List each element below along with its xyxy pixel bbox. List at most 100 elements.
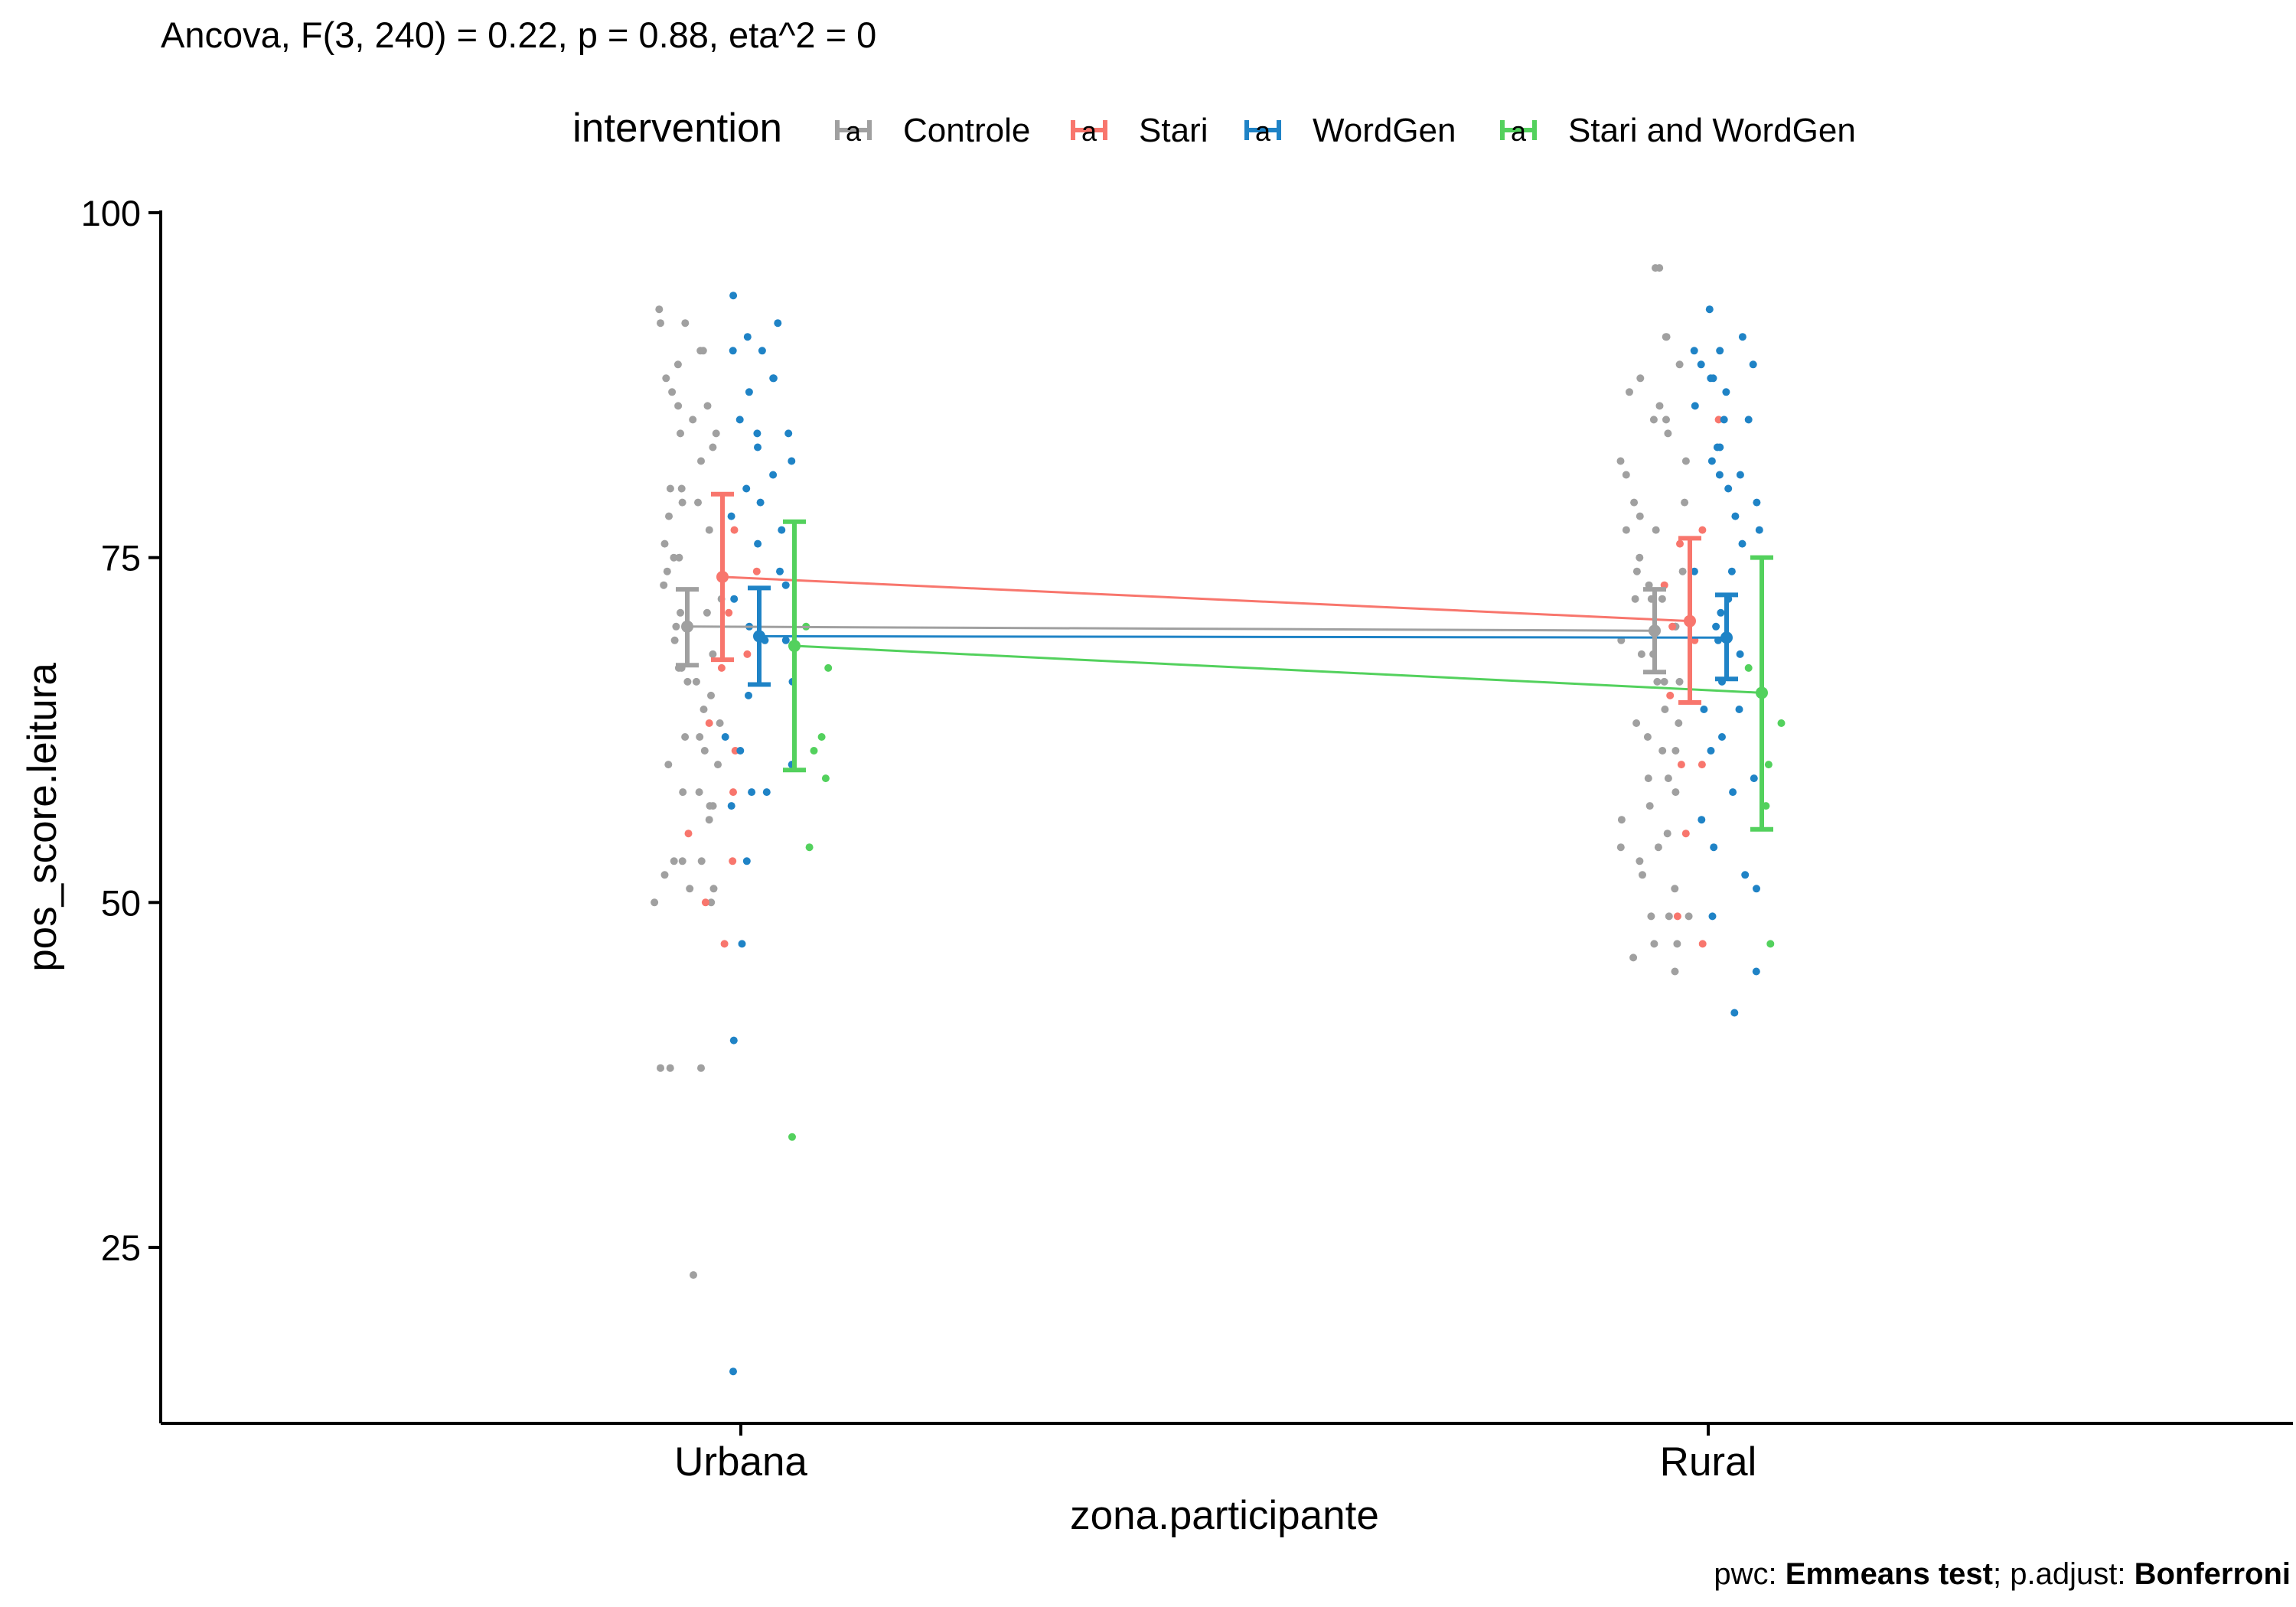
data-point bbox=[662, 374, 670, 383]
data-point bbox=[692, 677, 700, 686]
data-point bbox=[666, 1064, 674, 1072]
data-point bbox=[805, 843, 814, 852]
data-point bbox=[781, 636, 790, 644]
data-point bbox=[677, 484, 686, 493]
data-point bbox=[748, 788, 756, 797]
data-point bbox=[824, 663, 833, 672]
data-point bbox=[657, 1064, 664, 1072]
data-point bbox=[1671, 967, 1679, 976]
data-point bbox=[1675, 719, 1683, 727]
data-point bbox=[717, 663, 726, 672]
data-point bbox=[707, 898, 716, 907]
data-point bbox=[1681, 457, 1690, 465]
data-point bbox=[1690, 567, 1698, 575]
data-point bbox=[736, 747, 745, 755]
data-point bbox=[1744, 416, 1753, 424]
data-point bbox=[735, 416, 744, 424]
mean-point bbox=[1649, 624, 1661, 637]
data-point bbox=[788, 1133, 796, 1141]
data-point bbox=[729, 347, 737, 355]
data-point bbox=[730, 595, 739, 603]
data-point bbox=[1647, 912, 1655, 921]
data-point bbox=[1716, 443, 1724, 451]
mean-line-wordgen bbox=[758, 634, 1727, 639]
data-point bbox=[681, 733, 690, 741]
data-point bbox=[727, 802, 735, 810]
x-tick-label: Urbana bbox=[674, 1439, 807, 1485]
caption-prefix: pwc: bbox=[1714, 1557, 1785, 1591]
x-axis-label: zona.participante bbox=[1070, 1493, 1379, 1538]
data-point bbox=[769, 374, 778, 383]
points-stari bbox=[684, 416, 1723, 948]
data-point bbox=[709, 650, 717, 658]
legend-key-glyph: a bbox=[1255, 116, 1271, 147]
data-point bbox=[1636, 857, 1644, 865]
data-point bbox=[660, 871, 669, 879]
data-point bbox=[1707, 457, 1716, 465]
data-point bbox=[743, 333, 752, 341]
data-point bbox=[1712, 622, 1720, 631]
data-point bbox=[738, 940, 746, 948]
error-bar-wordgen bbox=[748, 585, 771, 687]
data-point bbox=[1639, 871, 1646, 879]
data-point bbox=[1631, 595, 1639, 603]
mean-point bbox=[788, 640, 801, 653]
data-point bbox=[1691, 402, 1699, 410]
legend-item-controle: a Controle bbox=[835, 112, 1030, 149]
data-point bbox=[689, 416, 697, 424]
error-bar-stari bbox=[711, 491, 734, 663]
error-bar-stari-and-wordgen bbox=[783, 519, 806, 773]
data-point bbox=[673, 360, 682, 369]
data-point bbox=[1664, 429, 1672, 438]
data-point bbox=[681, 319, 690, 328]
data-point bbox=[1752, 967, 1760, 976]
data-point bbox=[660, 539, 669, 548]
data-point bbox=[695, 788, 703, 797]
data-point bbox=[1741, 871, 1750, 879]
plot-marks bbox=[651, 264, 1786, 1376]
data-point bbox=[1673, 912, 1681, 921]
data-point bbox=[1675, 360, 1684, 369]
data-point bbox=[700, 706, 708, 713]
data-point bbox=[674, 402, 683, 410]
data-point bbox=[660, 581, 668, 589]
data-point bbox=[1730, 1009, 1739, 1017]
data-point bbox=[1700, 706, 1708, 713]
y-axis-label: pos_score.leitura bbox=[20, 663, 65, 972]
points-controle bbox=[651, 264, 1693, 1279]
y-tick-label: 100 bbox=[81, 193, 141, 233]
data-point bbox=[1716, 347, 1724, 355]
legend-title: intervention bbox=[572, 106, 782, 151]
mean-point bbox=[1756, 686, 1768, 699]
data-point bbox=[729, 292, 738, 300]
x-axis-ticks: Urbana Rural bbox=[674, 1423, 1756, 1485]
legend-label: Controle bbox=[903, 112, 1030, 149]
data-point bbox=[784, 429, 793, 438]
data-point bbox=[1738, 539, 1746, 548]
data-point bbox=[1705, 305, 1714, 314]
data-point bbox=[696, 733, 704, 741]
data-point bbox=[1729, 788, 1737, 797]
data-point bbox=[697, 457, 705, 465]
data-point bbox=[729, 788, 737, 797]
data-point bbox=[1660, 677, 1668, 686]
mean-line-controle bbox=[687, 625, 1655, 632]
y-tick-label: 75 bbox=[101, 538, 141, 579]
data-point bbox=[1636, 374, 1645, 383]
data-point bbox=[1777, 719, 1786, 727]
legend: intervention a Controle a Stari a WordGen a Sta… bbox=[572, 106, 1856, 151]
data-point bbox=[810, 747, 818, 755]
data-point bbox=[1681, 830, 1690, 838]
legend-item-stari: a Stari bbox=[1071, 112, 1208, 149]
data-point bbox=[1676, 539, 1684, 548]
mean-point bbox=[716, 570, 729, 583]
data-point bbox=[778, 526, 786, 534]
data-point bbox=[1655, 402, 1664, 410]
data-point bbox=[701, 898, 709, 907]
data-point bbox=[1724, 484, 1733, 493]
data-point bbox=[821, 774, 830, 783]
data-point bbox=[1664, 774, 1672, 783]
data-point bbox=[1630, 498, 1639, 507]
data-point bbox=[670, 857, 678, 865]
legend-label: Stari bbox=[1139, 112, 1208, 149]
